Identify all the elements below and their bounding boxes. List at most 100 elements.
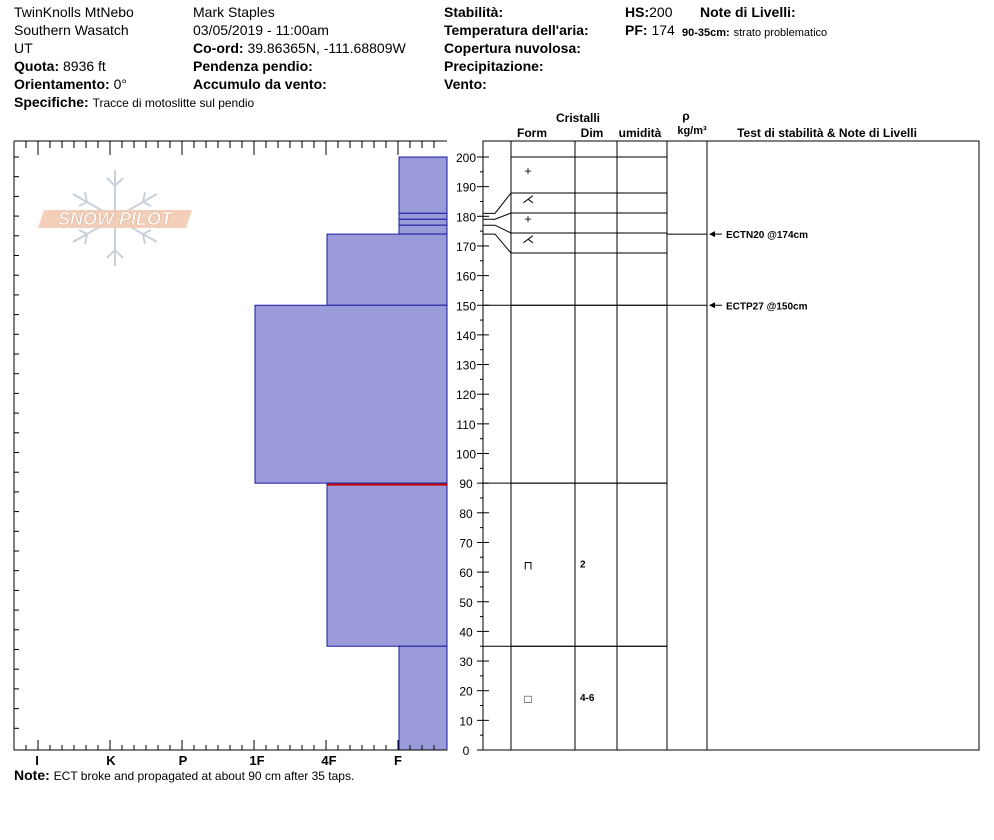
specifics-row: Specifiche: Tracce di motoslitte sul pen…	[14, 93, 254, 112]
coord-row: Co-ord: 39.86365N, -111.68809W	[193, 39, 406, 57]
depth-tick-label: 20	[459, 685, 473, 699]
air-temp-label: Temperatura dell'aria:	[444, 22, 589, 38]
elevation-value: 8936 ft	[63, 58, 106, 74]
depth-tick-label: 130	[456, 359, 476, 373]
depth-tick-label: 40	[459, 625, 473, 639]
elevation-row: Quota: 8936 ft	[14, 57, 106, 75]
hardness-layer	[326, 482, 448, 647]
sky-label: Copertura nuvolosa:	[444, 40, 581, 56]
depth-tick-label: 100	[456, 448, 476, 462]
depth-axis: 0 10 20 30 40 50 60 70 80 90 100 110 120 130 140 150 160…	[456, 141, 489, 758]
grain-form-symbol: ⋌	[522, 192, 534, 206]
hardness-label-K: K	[106, 753, 116, 768]
note-label: Note:	[14, 767, 50, 783]
layer-notes-label: Note di Livelli:	[700, 4, 796, 20]
size-header: Dim	[581, 126, 604, 140]
rho-header: ρ	[682, 109, 689, 123]
hardness-label-F: F	[394, 753, 402, 768]
depth-tick-label: 150	[456, 299, 476, 313]
logo-text: SNOW PILOT	[58, 209, 174, 229]
coord-label: Co-ord:	[193, 40, 244, 56]
crystals-header: Cristalli	[556, 111, 600, 125]
hs-label: HS:	[625, 4, 650, 20]
hs-value: 200	[649, 4, 673, 20]
elevation-label: Quota:	[14, 58, 60, 74]
hardness-layer	[398, 212, 448, 220]
hardness-layer	[254, 304, 448, 484]
hardness-frame: I K P 1F 4F F	[13, 140, 447, 768]
depth-tick-label: 110	[456, 418, 475, 432]
hardness-label-4F: 4F	[321, 753, 336, 768]
specifics-value: Tracce di motoslitte sul pendio	[92, 96, 255, 110]
pf-value: 174	[651, 22, 675, 38]
depth-tick-label: 120	[456, 388, 476, 402]
wind-label: Vento:	[444, 76, 487, 92]
depth-tick-label: 180	[456, 210, 476, 224]
grain-table-border	[482, 140, 980, 751]
hs-row: HS:200	[625, 3, 672, 21]
hardness-layer	[398, 645, 448, 751]
grain-connector	[483, 212, 512, 220]
specifics-label: Specifiche:	[14, 94, 89, 110]
slope-label: Pendenza pendio:	[193, 58, 313, 74]
location-name: TwinKnolls MtNebo	[14, 4, 134, 20]
stability-test-label: ECTN20 @174cm	[726, 230, 808, 241]
grain-form-symbol: ⊓	[523, 559, 532, 573]
moisture-header: umidità	[619, 126, 662, 140]
aspect-label: Orientamento:	[14, 76, 110, 92]
hardness-layer	[398, 224, 448, 235]
stability-test-label: ECTP27 @150cm	[726, 301, 808, 312]
layer-note-row: 90-35cm: strato problematico	[682, 22, 827, 42]
depth-tick-label: 160	[456, 270, 476, 284]
depth-tick-label: 60	[459, 566, 473, 580]
hardness-label-1F: 1F	[249, 753, 264, 768]
note-text: ECT broke and propagated at about 90 cm …	[53, 769, 355, 783]
observation-datetime: 03/05/2019 - 11:00am	[193, 22, 329, 38]
depth-tick-label: 0	[463, 744, 470, 758]
hardness-layer	[398, 156, 448, 214]
hardness-label-I: I	[35, 753, 39, 768]
pf-label: PF:	[625, 22, 648, 38]
stability-label: Stabilità:	[444, 4, 504, 20]
depth-tick-label: 90	[459, 477, 473, 491]
coord-value: 39.86365N, -111.68809W	[247, 40, 406, 56]
depth-tick-label: 200	[456, 151, 476, 165]
test-arrow-head	[709, 302, 715, 309]
grain-connector	[483, 224, 512, 234]
depth-tick-label: 10	[459, 714, 473, 728]
grain-form-symbol: +	[524, 164, 531, 178]
state-name: UT	[14, 40, 33, 56]
form-header: Form	[517, 126, 547, 140]
grain-connector	[483, 192, 512, 214]
grain-connector	[483, 233, 512, 254]
hardness-label-P: P	[179, 753, 188, 768]
note-row: Note: ECT broke and propagated at about …	[14, 766, 354, 785]
precip-label: Precipitazione:	[444, 58, 544, 74]
depth-tick-label: 30	[459, 655, 473, 669]
layer-note-text: strato problematico	[733, 27, 828, 39]
depth-tick-label: 80	[459, 507, 473, 521]
wind-loading-label: Accumulo da vento:	[193, 76, 327, 92]
grain-form-symbol: +	[524, 212, 531, 226]
hardness-layer	[398, 218, 448, 226]
hardness-profile	[254, 156, 448, 751]
range-name: Southern Wasatch	[14, 22, 129, 38]
depth-tick-label: 170	[456, 240, 476, 254]
depth-tick-label: 140	[456, 329, 476, 343]
aspect-value: 0°	[113, 76, 127, 92]
depth-tick-label: 190	[456, 181, 476, 195]
depth-tick-label: 50	[459, 596, 473, 610]
observer-name: Mark Staples	[193, 4, 275, 20]
stability-tests: ECTN20 @174cm ECTP27 @150cm	[667, 230, 808, 312]
pf-row: PF: 174	[625, 21, 675, 39]
snowpilot-logo: SNOW PILOT	[38, 170, 192, 266]
grain-form-symbol: □	[524, 692, 531, 706]
tests-header: Test di stabilità & Note di Livelli	[737, 126, 917, 140]
layer-note-range: 90-35cm:	[682, 27, 730, 39]
hardness-layer	[326, 233, 448, 306]
aspect-row: Orientamento: 0°	[14, 75, 127, 93]
density-unit-header: kg/m³	[677, 125, 707, 137]
test-arrow-head	[709, 231, 715, 238]
depth-tick-label: 70	[459, 536, 473, 550]
